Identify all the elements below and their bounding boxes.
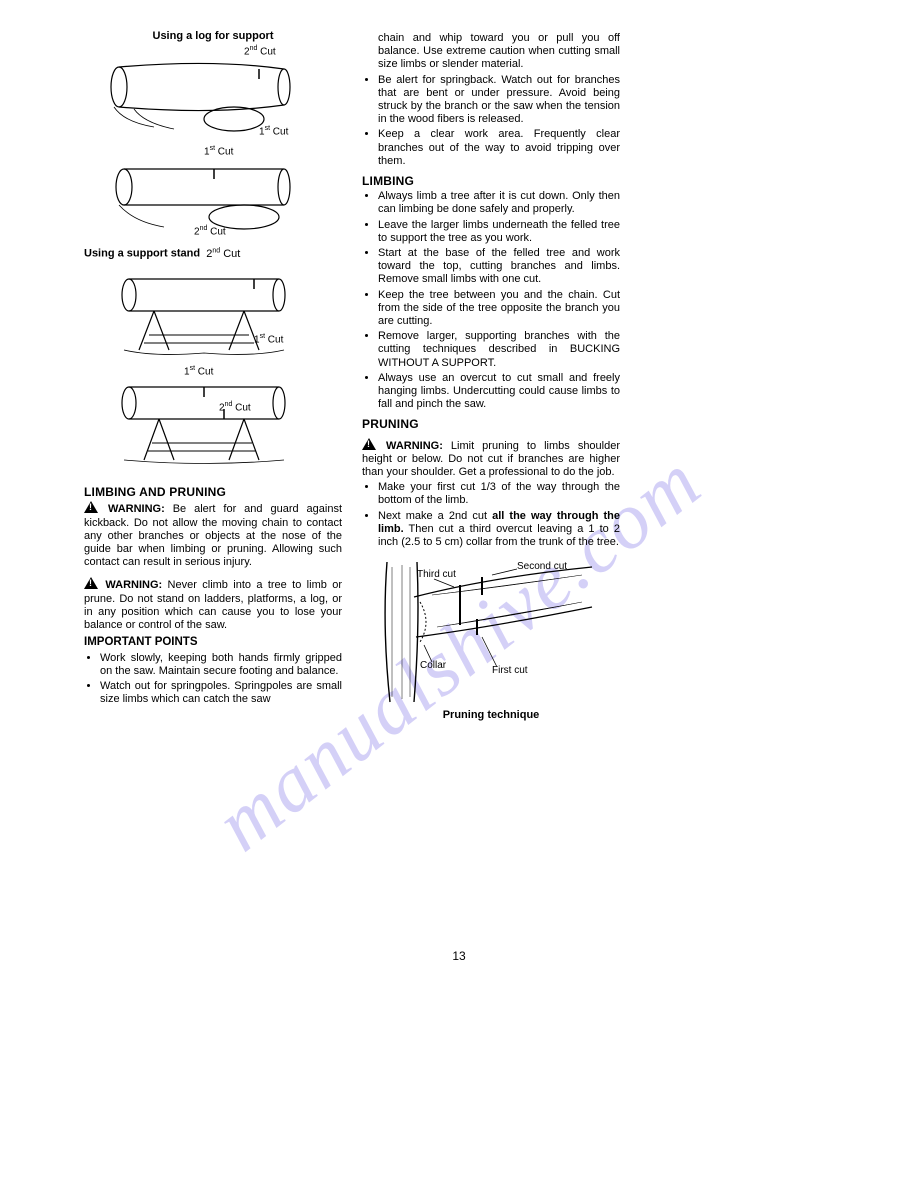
limbing-bullets: Always limb a tree after it is cut down.… bbox=[362, 190, 620, 411]
figure-log-1: 2nd Cut 1st Cut bbox=[84, 47, 342, 137]
list-item: Work slowly, keeping both hands firmly g… bbox=[100, 652, 342, 678]
list-item: Keep the tree between you and the chain.… bbox=[378, 289, 620, 329]
page-content: Using a log for support 2nd Cut 1st Cut bbox=[84, 30, 624, 722]
label-1st-cut: 1st Cut bbox=[259, 125, 288, 138]
pruning-drawing-icon bbox=[362, 557, 612, 707]
pruning-caption: Pruning technique bbox=[362, 709, 620, 722]
label-third-cut: Third cut bbox=[417, 569, 456, 581]
label-collar: Collar bbox=[420, 660, 446, 672]
list-item: Be alert for springback. Watch out for b… bbox=[378, 74, 620, 127]
heading-limbing-pruning: LIMBING AND PRUNING bbox=[84, 485, 342, 499]
list-item: Remove larger, supporting branches with … bbox=[378, 330, 620, 370]
list-item: Next make a 2nd cut all the way through … bbox=[378, 510, 620, 550]
label-1st-cut: 1st Cut bbox=[184, 365, 213, 378]
label-2nd-cut: 2nd Cut bbox=[194, 225, 226, 238]
list-item: Keep a clear work area. Frequently clear… bbox=[378, 128, 620, 168]
label-2nd-cut: 2nd Cut bbox=[219, 401, 251, 414]
figure-stand-1: 1st Cut bbox=[84, 265, 342, 355]
heading-pruning: PRUNING bbox=[362, 417, 620, 431]
top-bullets: Be alert for springback. Watch out for b… bbox=[362, 74, 620, 168]
label-1st-cut: 1st Cut bbox=[204, 145, 233, 158]
sawhorse-drawing-icon bbox=[94, 365, 314, 475]
warning-3: WARNING: Limit pruning to limbs shoulder… bbox=[362, 438, 620, 480]
warning-1: WARNING: Be alert for and guard against … bbox=[84, 501, 342, 569]
list-item: Watch out for springpoles. Springpoles a… bbox=[100, 680, 342, 706]
right-column: chain and whip toward you or pull you of… bbox=[362, 30, 620, 722]
warning-icon bbox=[84, 577, 98, 589]
page-number: 13 bbox=[0, 949, 918, 963]
warning-1-label: WARNING: bbox=[108, 503, 165, 515]
figure-stand-2: 1st Cut 2nd Cut bbox=[84, 365, 342, 475]
label-second-cut: Second cut bbox=[517, 561, 567, 573]
heading-log-support: Using a log for support bbox=[84, 30, 342, 43]
pruning-bullets: Make your first cut 1/3 of the way throu… bbox=[362, 481, 620, 549]
warning-2: WARNING: Never climb into a tree to limb… bbox=[84, 577, 342, 632]
list-item: Always limb a tree after it is cut down.… bbox=[378, 190, 620, 216]
warning-3-label: WARNING: bbox=[386, 440, 443, 452]
warning-icon bbox=[362, 438, 376, 450]
warning-2-label: WARNING: bbox=[105, 579, 162, 591]
label-1st-cut: 1st Cut bbox=[254, 333, 283, 346]
figure-log-2: 1st Cut 2nd Cut bbox=[84, 147, 342, 237]
sawhorse-drawing-icon bbox=[94, 265, 314, 365]
list-item: Always use an overcut to cut small and f… bbox=[378, 372, 620, 412]
left-column: Using a log for support 2nd Cut 1st Cut bbox=[84, 30, 342, 722]
heading-limbing: LIMBING bbox=[362, 174, 620, 188]
heading-important-points: IMPORTANT POINTS bbox=[84, 636, 342, 650]
label-first-cut: First cut bbox=[492, 665, 528, 677]
log-drawing-icon bbox=[94, 147, 314, 237]
important-points-list: Work slowly, keeping both hands firmly g… bbox=[84, 652, 342, 707]
continuation-text: chain and whip toward you or pull you of… bbox=[362, 32, 620, 72]
warning-icon bbox=[84, 501, 98, 513]
heading-support-stand: Using a support stand 2nd Cut bbox=[84, 247, 342, 261]
log-drawing-icon bbox=[94, 47, 314, 137]
label-2nd-cut: 2nd Cut bbox=[244, 45, 276, 58]
figure-pruning: Second cut Third cut Collar First cut bbox=[362, 557, 612, 707]
list-item: Leave the larger limbs underneath the fe… bbox=[378, 219, 620, 245]
list-item: Start at the base of the felled tree and… bbox=[378, 247, 620, 287]
list-item: Make your first cut 1/3 of the way throu… bbox=[378, 481, 620, 507]
